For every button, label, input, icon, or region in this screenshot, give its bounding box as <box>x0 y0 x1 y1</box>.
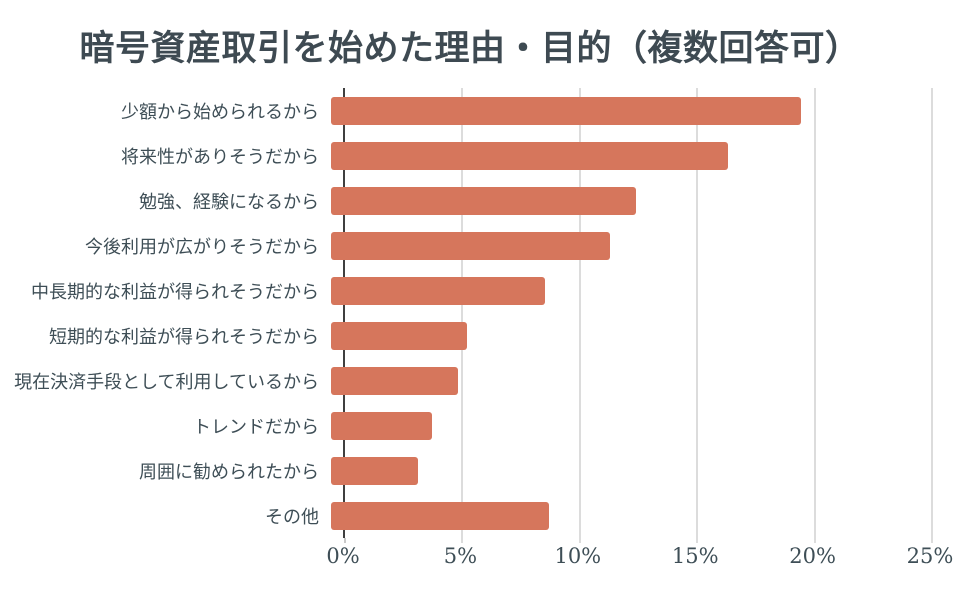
bar <box>331 231 611 260</box>
category-label: 中長期的な利益が得られそうだから <box>31 281 319 302</box>
x-tick-label: 10% <box>554 544 602 568</box>
chart-title: 暗号資産取引を始めた理由・目的（複数回答可） <box>79 29 861 68</box>
chart-row: 将来性がありそうだから <box>0 133 930 178</box>
category-label: 周囲に勧められたから <box>139 461 319 482</box>
bar <box>331 501 550 530</box>
bar-track <box>331 366 918 395</box>
x-tick-label: 0% <box>326 544 360 568</box>
chart-row: トレンドだから <box>0 403 930 448</box>
category-label: 現在決済手段として利用しているから <box>14 371 319 392</box>
category-label: その他 <box>265 506 319 527</box>
bar <box>331 366 458 395</box>
gridline <box>931 88 933 543</box>
bar <box>331 321 468 350</box>
bar-track <box>331 456 918 485</box>
x-axis: 0% 5% 10% 15% 20% 25% <box>326 544 953 574</box>
bar-track <box>331 276 918 305</box>
plot-area <box>343 88 933 543</box>
gridline <box>461 88 464 543</box>
bar <box>331 456 418 485</box>
chart-row: 周囲に勧められたから <box>0 448 930 493</box>
category-label: トレンドだから <box>193 416 319 437</box>
chart-row: 中長期的な利益が得られそうだから <box>0 268 930 313</box>
gridline <box>578 88 581 543</box>
chart-row: 現在決済手段として利用しているから <box>0 358 930 403</box>
bar-track <box>331 321 918 350</box>
bar <box>331 96 801 125</box>
chart-row: 短期的な利益が得られそうだから <box>0 313 930 358</box>
bar-track <box>331 186 918 215</box>
bar <box>331 276 545 305</box>
x-tick-label: 15% <box>671 544 719 568</box>
chart-row: 勉強、経験になるから <box>0 178 930 223</box>
category-label: 今後利用が広がりそうだから <box>85 236 319 257</box>
bar-track <box>331 411 918 440</box>
category-label: 勉強、経験になるから <box>139 191 319 212</box>
bar-track <box>331 231 918 260</box>
x-tick-label: 25% <box>906 544 954 568</box>
bar <box>331 411 432 440</box>
chart-row: 少額から始められるから <box>0 88 930 133</box>
gridline <box>813 88 816 543</box>
gridline <box>696 88 699 543</box>
chart-row: その他 <box>0 493 930 538</box>
bar-track <box>331 141 918 170</box>
tick-mark <box>344 538 346 543</box>
bar-rows: 少額から始められるから 将来性がありそうだから勉強、経験になるから今後利用が広がり… <box>0 88 930 538</box>
chart-row: 今後利用が広がりそうだから <box>0 223 930 268</box>
bar-track <box>331 501 918 530</box>
bar <box>331 186 637 215</box>
bar-track <box>331 96 918 125</box>
category-label: 将来性がありそうだから <box>121 146 319 167</box>
x-tick-label: 5% <box>443 544 478 568</box>
category-label: 短期的な利益が得られそうだから <box>49 326 319 347</box>
x-tick-label: 20% <box>789 544 836 568</box>
bar <box>331 141 728 170</box>
category-label: 少額から始められるから <box>121 101 319 122</box>
